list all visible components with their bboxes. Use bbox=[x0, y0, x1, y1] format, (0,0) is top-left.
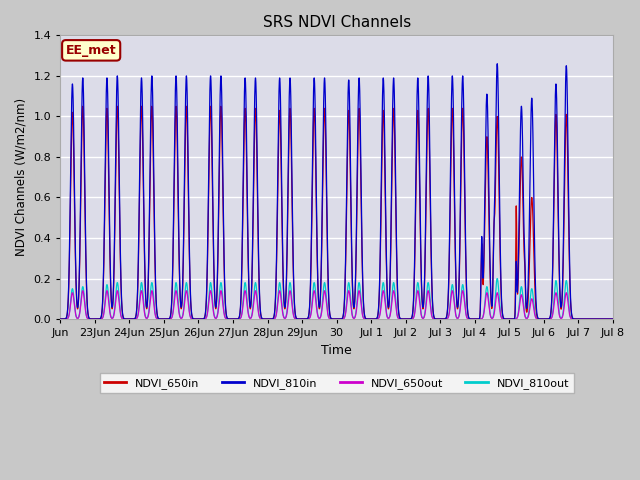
NDVI_650out bbox=[478, 316, 486, 322]
NDVI_810out bbox=[76, 311, 83, 316]
NDVI_810in bbox=[76, 259, 83, 264]
NDVI_810in bbox=[394, 278, 401, 284]
NDVI_650in bbox=[379, 128, 387, 133]
NDVI_810out bbox=[394, 312, 401, 318]
NDVI_650out bbox=[316, 315, 324, 321]
NDVI_650in bbox=[394, 286, 401, 292]
X-axis label: Time: Time bbox=[321, 344, 352, 357]
NDVI_650in bbox=[609, 316, 617, 322]
NDVI_810out bbox=[609, 316, 617, 322]
NDVI_650out bbox=[79, 288, 86, 294]
Text: EE_met: EE_met bbox=[66, 44, 116, 57]
NDVI_650in bbox=[76, 265, 83, 271]
NDVI_810out bbox=[378, 285, 386, 291]
NDVI_650in bbox=[56, 316, 64, 322]
Line: NDVI_650out: NDVI_650out bbox=[60, 291, 613, 319]
NDVI_650out bbox=[269, 316, 276, 322]
NDVI_650in bbox=[79, 103, 86, 109]
NDVI_810out bbox=[269, 316, 276, 322]
Line: NDVI_650in: NDVI_650in bbox=[60, 106, 613, 319]
NDVI_810out bbox=[478, 316, 486, 322]
NDVI_810out bbox=[493, 276, 501, 281]
Legend: NDVI_650in, NDVI_810in, NDVI_650out, NDVI_810out: NDVI_650in, NDVI_810in, NDVI_650out, NDV… bbox=[100, 373, 573, 393]
NDVI_810in bbox=[269, 316, 276, 322]
NDVI_810in bbox=[316, 299, 324, 304]
NDVI_810in bbox=[493, 61, 501, 67]
Line: NDVI_810in: NDVI_810in bbox=[60, 64, 613, 319]
NDVI_810in bbox=[478, 234, 486, 240]
NDVI_650out bbox=[394, 313, 401, 319]
Y-axis label: NDVI Channels (W/m2/nm): NDVI Channels (W/m2/nm) bbox=[15, 98, 28, 256]
NDVI_810out bbox=[316, 315, 324, 321]
NDVI_650in bbox=[316, 299, 324, 305]
NDVI_810out bbox=[56, 316, 64, 322]
NDVI_650out bbox=[76, 311, 83, 317]
NDVI_650out bbox=[379, 291, 387, 297]
NDVI_810in bbox=[609, 316, 617, 322]
NDVI_650in bbox=[269, 316, 276, 322]
NDVI_650in bbox=[478, 242, 486, 248]
NDVI_650out bbox=[609, 316, 617, 322]
NDVI_650out bbox=[56, 316, 64, 322]
NDVI_810in bbox=[56, 316, 64, 322]
NDVI_810in bbox=[378, 105, 386, 110]
Line: NDVI_810out: NDVI_810out bbox=[60, 278, 613, 319]
Title: SRS NDVI Channels: SRS NDVI Channels bbox=[262, 15, 411, 30]
